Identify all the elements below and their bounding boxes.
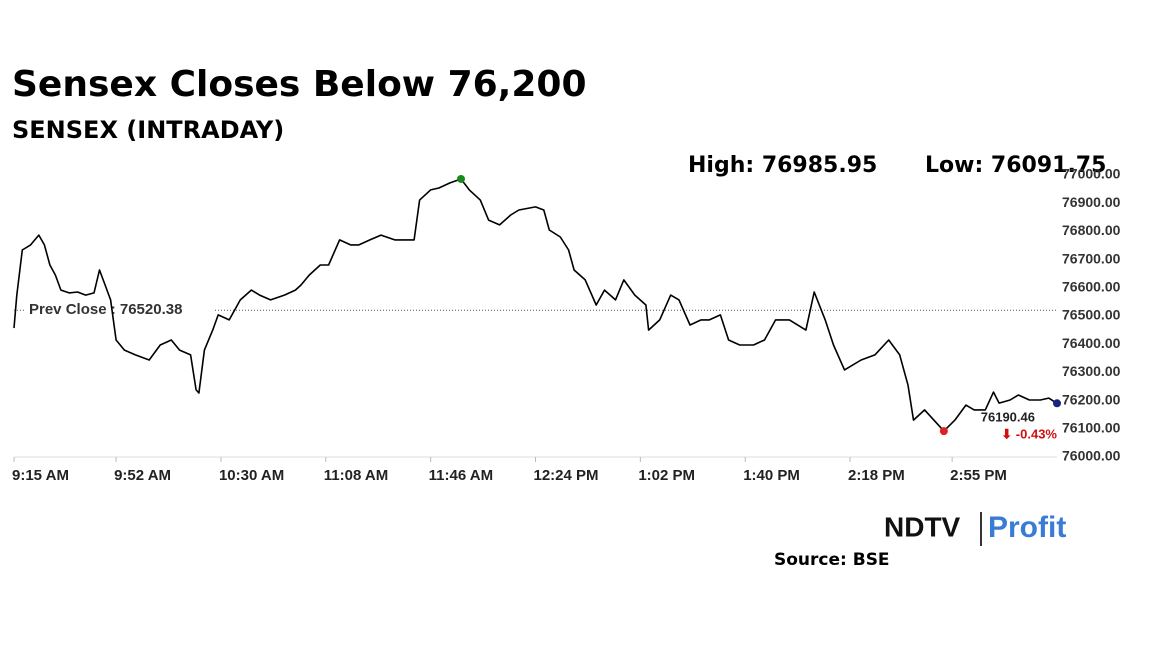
x-tick-label: 9:15 AM	[12, 467, 69, 484]
x-tick-label: 2:55 PM	[950, 467, 1007, 484]
y-tick-label: 76300.00	[1062, 363, 1121, 379]
x-tick-label: 2:18 PM	[848, 467, 905, 484]
brand-ndtv: NDTV	[884, 511, 961, 542]
low-label: Low: 76091.75	[925, 153, 1106, 178]
y-tick-label: 76100.00	[1062, 420, 1121, 436]
y-tick-label: 76000.00	[1062, 448, 1121, 464]
prev-close-bg	[24, 300, 214, 319]
high-marker	[457, 174, 465, 183]
low-marker	[939, 427, 948, 436]
chart-title: Sensex Closes Below 76,200	[12, 64, 587, 105]
x-tick-label: 11:46 AM	[429, 467, 493, 484]
y-tick-label: 76900.00	[1062, 194, 1121, 210]
y-tick-label: 76500.00	[1062, 307, 1121, 323]
price-line	[13, 178, 1058, 432]
y-tick-label: 76400.00	[1062, 335, 1121, 351]
prev-close-label: Prev Close : 76520.38	[29, 301, 182, 318]
y-tick-label: 76600.00	[1062, 279, 1121, 295]
x-tick-label: 1:02 PM	[638, 467, 695, 484]
y-tick-label: 76200.00	[1062, 391, 1121, 407]
y-tick-label: 76700.00	[1062, 250, 1121, 266]
source: Source: BSE	[774, 550, 890, 570]
x-tick-label: 12:24 PM	[534, 467, 599, 484]
x-tick-label: 10:30 AM	[219, 467, 284, 484]
x-tick-label: 1:40 PM	[743, 467, 800, 484]
change-label: ⬇ -0.43%	[1001, 427, 1057, 442]
last-marker	[1053, 399, 1061, 408]
chart-subtitle: SENSEX (INTRADAY)	[12, 116, 284, 144]
last-value-label: 76190.46	[981, 410, 1035, 425]
x-tick-label: 11:08 AM	[324, 467, 388, 484]
high-label: High: 76985.95	[688, 153, 877, 178]
x-tick-label: 9:52 AM	[114, 467, 171, 484]
y-tick-label: 76800.00	[1062, 222, 1121, 238]
brand-profit: Profit	[988, 511, 1066, 544]
y-tick-label: 77000.00	[1062, 166, 1121, 182]
